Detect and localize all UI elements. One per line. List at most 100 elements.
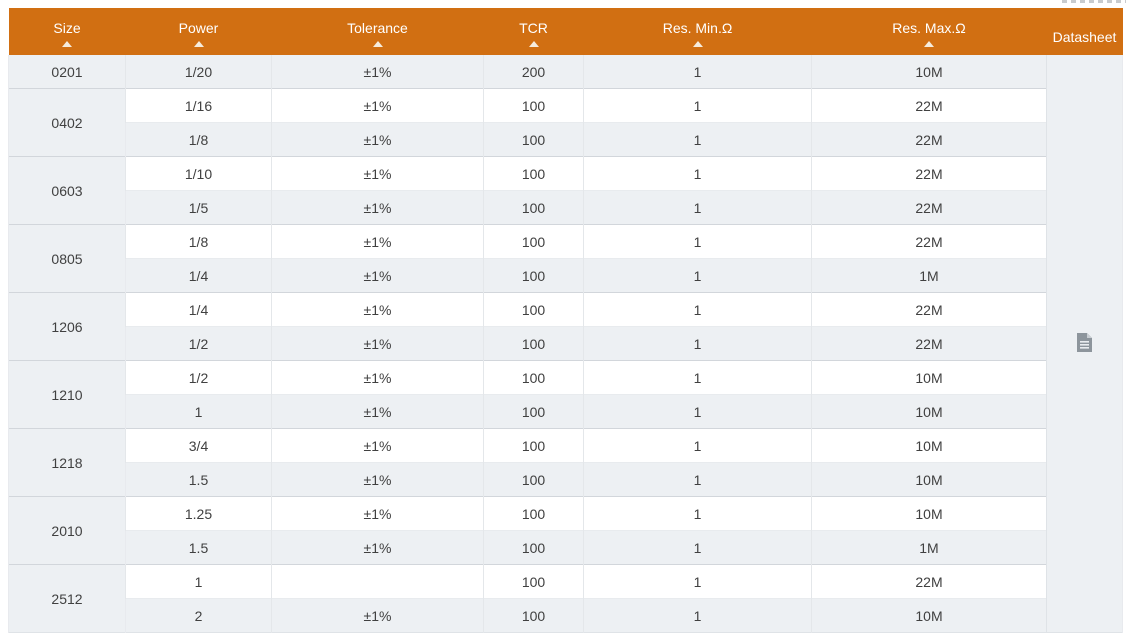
power-cell: 1	[125, 564, 272, 599]
column-header-res-min[interactable]: Res. Min.Ω	[583, 8, 812, 55]
tolerance-cell	[271, 564, 484, 599]
column-header-res-max[interactable]: Res. Max.Ω	[811, 8, 1047, 55]
table-row: 1/5 ±1% 100 1 22M	[9, 190, 1123, 225]
tcr-cell: 100	[483, 394, 584, 429]
column-header-tcr[interactable]: TCR	[483, 8, 584, 55]
res-max-cell: 22M	[811, 122, 1047, 157]
tolerance-cell: ±1%	[271, 428, 484, 463]
res-min-cell: 1	[583, 394, 812, 429]
table-row: 1.5 ±1% 100 1 1M	[9, 530, 1123, 565]
column-header-inner: TCR	[484, 8, 584, 55]
power-cell: 1.25	[125, 496, 272, 531]
tcr-cell: 100	[483, 360, 584, 395]
power-cell: 1/4	[125, 258, 272, 293]
tcr-cell: 100	[483, 428, 584, 463]
size-cell: 0805	[8, 224, 126, 293]
res-max-cell: 22M	[811, 564, 1047, 599]
res-max-cell: 1M	[811, 258, 1047, 293]
table-row: 0201 1/20 ±1% 200 1 10M	[8, 55, 1123, 633]
res-min-cell: 1	[583, 122, 812, 157]
res-min-cell: 1	[583, 496, 812, 531]
tolerance-cell: ±1%	[271, 530, 484, 565]
tcr-cell: 100	[483, 530, 584, 565]
tolerance-cell: ±1%	[271, 224, 484, 259]
power-cell: 3/4	[125, 428, 272, 463]
res-min-cell: 1	[583, 88, 812, 123]
tcr-cell: 100	[483, 564, 584, 599]
tcr-cell: 100	[483, 462, 584, 497]
tcr-cell: 100	[483, 258, 584, 293]
power-cell: 1/8	[125, 224, 272, 259]
res-max-cell: 10M	[811, 55, 1047, 89]
size-cell: 2010	[8, 496, 126, 565]
tolerance-cell: ±1%	[271, 258, 484, 293]
size-cell: 0603	[8, 156, 126, 225]
res-min-cell: 1	[583, 530, 812, 565]
size-cell: 0201	[8, 55, 126, 89]
tolerance-cell: ±1%	[271, 360, 484, 395]
tolerance-cell: ±1%	[271, 326, 484, 361]
res-max-cell: 22M	[811, 156, 1047, 191]
res-max-cell: 10M	[811, 462, 1047, 497]
sort-asc-icon[interactable]	[193, 41, 204, 47]
column-header-label: Power	[178, 20, 219, 36]
column-header-label: Size	[53, 20, 81, 36]
table-row: 2512 1 100 1 22M	[8, 564, 1123, 633]
column-header-tolerance[interactable]: Tolerance	[271, 8, 484, 55]
sort-asc-icon[interactable]	[62, 41, 72, 47]
table-row: 2010 1.25 ±1% 100 1 10M	[8, 496, 1123, 565]
tcr-cell: 100	[483, 326, 584, 361]
column-header-power[interactable]: Power	[125, 8, 272, 55]
column-header-size[interactable]: Size	[8, 8, 126, 55]
res-max-cell: 22M	[811, 224, 1047, 259]
tcr-cell: 100	[483, 224, 584, 259]
table-row: 0805 1/8 ±1% 100 1 22M	[8, 224, 1123, 293]
column-header-inner: Res. Min.Ω	[584, 8, 812, 55]
res-max-cell: 1M	[811, 530, 1047, 565]
res-max-cell: 22M	[811, 292, 1047, 327]
table-row: 2 ±1% 100 1 10M	[9, 598, 1123, 633]
column-header-label: Res. Min.Ω	[662, 20, 733, 36]
column-header-label: TCR	[519, 20, 548, 36]
sort-asc-icon[interactable]	[372, 41, 383, 47]
res-min-cell: 1	[583, 190, 812, 225]
res-max-cell: 22M	[811, 326, 1047, 361]
size-cell: 1206	[8, 292, 126, 361]
table-row: 0603 1/10 ±1% 100 1 22M	[8, 156, 1123, 225]
table-row: 1/8 ±1% 100 1 22M	[9, 122, 1123, 157]
power-cell: 1	[125, 394, 272, 429]
res-max-cell: 10M	[811, 428, 1047, 463]
res-min-cell: 1	[583, 55, 812, 89]
resistor-spec-table-container: Size Power Tolerance TCR Res. Min.Ω Res. Max.…	[8, 8, 1123, 633]
power-cell: 1/2	[125, 326, 272, 361]
size-cell: 2512	[8, 564, 126, 633]
header-row: Size Power Tolerance TCR Res. Min.Ω Res. Max.…	[8, 8, 1123, 55]
tolerance-cell: ±1%	[271, 462, 484, 497]
table-row: 1206 1/4 ±1% 100 1 22M	[8, 292, 1123, 361]
tolerance-cell: ±1%	[271, 394, 484, 429]
table-row: 1 ±1% 100 1 10M	[9, 394, 1123, 429]
power-cell: 2	[125, 598, 272, 633]
power-cell: 1.5	[125, 462, 272, 497]
resistor-spec-table: Size Power Tolerance TCR Res. Min.Ω Res. Max.…	[8, 8, 1123, 633]
tolerance-cell: ±1%	[271, 292, 484, 327]
power-cell: 1/5	[125, 190, 272, 225]
tcr-cell: 100	[483, 88, 584, 123]
tolerance-cell: ±1%	[271, 156, 484, 191]
tcr-cell: 100	[483, 292, 584, 327]
res-max-cell: 22M	[811, 88, 1047, 123]
res-min-cell: 1	[583, 292, 812, 327]
column-header-inner: Tolerance	[272, 8, 484, 55]
size-cell: 1210	[8, 360, 126, 429]
res-min-cell: 1	[583, 462, 812, 497]
tolerance-cell: ±1%	[271, 55, 484, 89]
sort-asc-icon[interactable]	[528, 41, 539, 47]
table-row: 1.5 ±1% 100 1 10M	[9, 462, 1123, 497]
sort-asc-icon[interactable]	[924, 41, 934, 47]
document-icon[interactable]	[1076, 332, 1093, 353]
table-row: 1/4 ±1% 100 1 1M	[9, 258, 1123, 293]
res-min-cell: 1	[583, 156, 812, 191]
power-cell: 1/8	[125, 122, 272, 157]
sort-asc-icon[interactable]	[692, 41, 703, 47]
res-min-cell: 1	[583, 326, 812, 361]
